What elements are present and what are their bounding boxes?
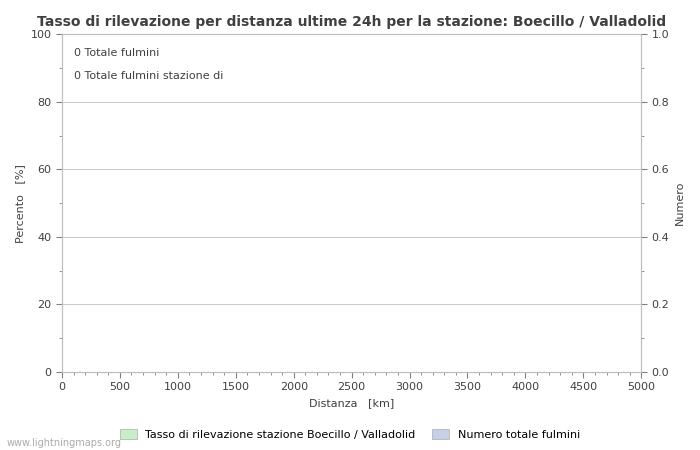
Text: www.lightningmaps.org: www.lightningmaps.org <box>7 438 122 448</box>
Y-axis label: Numero: Numero <box>675 181 685 225</box>
Title: Tasso di rilevazione per distanza ultime 24h per la stazione: Boecillo / Vallado: Tasso di rilevazione per distanza ultime… <box>37 15 666 29</box>
Y-axis label: Percento   [%]: Percento [%] <box>15 164 25 243</box>
Legend: Tasso di rilevazione stazione Boecillo / Valladolid, Numero totale fulmini: Tasso di rilevazione stazione Boecillo /… <box>116 425 584 445</box>
Text: 0 Totale fulmini stazione di: 0 Totale fulmini stazione di <box>74 72 223 81</box>
Text: 0 Totale fulmini: 0 Totale fulmini <box>74 48 159 58</box>
X-axis label: Distanza   [km]: Distanza [km] <box>309 398 394 408</box>
